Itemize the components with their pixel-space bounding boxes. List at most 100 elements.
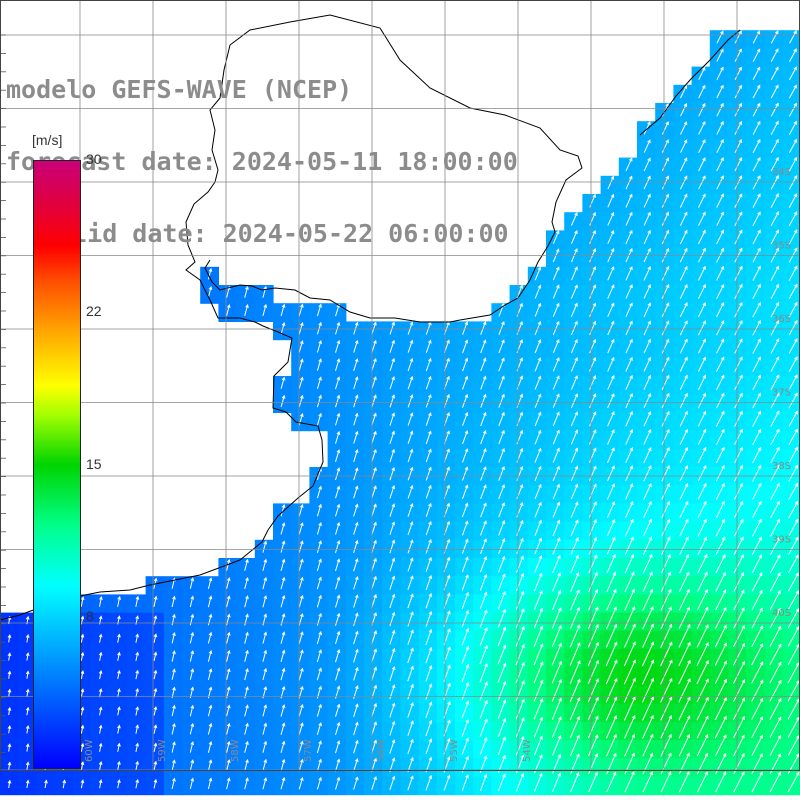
wind-arrow: [425, 738, 433, 755]
wind-arrow: [462, 411, 469, 426]
wind-arrow: [698, 84, 706, 99]
wind-arrow: [752, 175, 761, 190]
wind-arrow: [732, 679, 746, 703]
wind-arrow: [788, 428, 798, 446]
wind-arrow: [226, 777, 231, 790]
wind-arrow: [480, 484, 487, 499]
wind-arrow: [298, 376, 304, 390]
wind-arrow: [752, 120, 761, 135]
wind-arrow: [660, 771, 672, 793]
wind-arrow: [569, 624, 581, 648]
wind-arrow: [770, 48, 779, 62]
wind-arrow: [461, 663, 470, 683]
wind-arrow: [7, 761, 12, 770]
wind-arrow: [714, 624, 727, 648]
wind-arrow: [660, 571, 672, 593]
wind-arrow: [534, 266, 542, 281]
wind-arrow: [335, 703, 341, 717]
wind-arrow: [625, 447, 634, 464]
wind-arrow: [751, 589, 763, 611]
wind-arrow: [769, 607, 781, 629]
lon-label: 57W: [303, 739, 314, 762]
wind-arrow: [770, 66, 779, 81]
wind-arrow: [570, 536, 579, 555]
wind-arrow: [570, 465, 579, 482]
wind-arrow: [371, 467, 377, 481]
lon-label: 54W: [522, 739, 533, 762]
wind-arrow: [533, 590, 543, 610]
wind-arrow: [407, 647, 414, 664]
wind-arrow: [407, 557, 414, 572]
wind-arrow: [678, 696, 691, 721]
forecast-date: forecast date: 2024-05-11 18:00:00: [6, 147, 518, 176]
wind-arrow: [497, 626, 507, 647]
wind-arrow: [624, 518, 634, 537]
wind-arrow: [389, 557, 396, 572]
wind-arrow: [135, 724, 139, 734]
wind-arrow: [643, 518, 652, 537]
wind-arrow: [389, 503, 396, 517]
wind-arrow: [244, 595, 249, 608]
wind-arrow: [534, 465, 542, 481]
wind-arrow: [661, 500, 670, 519]
wind-arrow: [298, 394, 304, 408]
wind-arrow: [25, 743, 30, 752]
wind-arrow: [189, 577, 195, 589]
wind-arrow: [534, 447, 542, 463]
wind-arrow: [770, 120, 779, 135]
wind-arrow: [298, 631, 304, 644]
wind-arrow: [679, 157, 688, 172]
wind-arrow: [679, 392, 688, 409]
wind-arrow: [716, 338, 725, 354]
wind-arrow: [605, 623, 618, 648]
wind-arrow: [661, 464, 670, 482]
wind-arrow: [697, 518, 707, 537]
wind-arrow: [552, 589, 562, 611]
wind-arrow: [98, 724, 103, 734]
wind-arrow: [316, 594, 322, 608]
wind-arrow: [751, 716, 764, 739]
wind-arrow: [697, 320, 706, 336]
wind-arrow: [698, 120, 706, 135]
wind-arrow: [679, 356, 688, 372]
wind-arrow: [642, 588, 654, 611]
wind-arrow: [788, 536, 799, 555]
wind-arrow: [498, 466, 505, 481]
wind-arrow: [679, 410, 688, 427]
wind-arrow: [480, 520, 487, 536]
wind-arrow: [371, 521, 377, 535]
wind-arrow: [298, 321, 304, 335]
wind-arrow: [716, 175, 724, 190]
wind-arrow: [461, 700, 470, 719]
wind-arrow: [353, 321, 359, 335]
wind-arrow: [733, 518, 744, 537]
wind-arrow: [716, 66, 724, 81]
wind-arrow: [226, 631, 231, 644]
wind-arrow: [769, 554, 781, 574]
wind-arrow: [642, 696, 654, 721]
wind-arrow: [462, 448, 469, 463]
wind-arrow: [770, 446, 780, 464]
wind-arrow: [715, 554, 726, 574]
wind-arrow: [389, 539, 396, 554]
wind-arrow: [25, 724, 30, 734]
lat-label: 37S: [772, 388, 791, 399]
wind-arrow: [7, 706, 12, 716]
wind-arrow: [407, 775, 414, 791]
wind-arrow: [625, 338, 633, 354]
wind-arrow: [642, 733, 654, 757]
wind-arrow: [770, 84, 779, 99]
wind-arrow: [335, 630, 341, 645]
wind-arrow: [570, 571, 580, 592]
wind-arrow: [62, 779, 67, 789]
wind-arrow: [698, 211, 706, 226]
wind-arrow: [498, 321, 505, 335]
wind-arrow: [788, 392, 798, 409]
wind-arrow: [734, 283, 743, 300]
wind-arrow: [625, 410, 633, 427]
wind-arrow: [607, 229, 615, 245]
wind-arrow: [606, 606, 617, 630]
wind-arrow: [733, 589, 745, 611]
wind-arrow: [770, 211, 779, 227]
wind-arrow: [498, 411, 505, 427]
